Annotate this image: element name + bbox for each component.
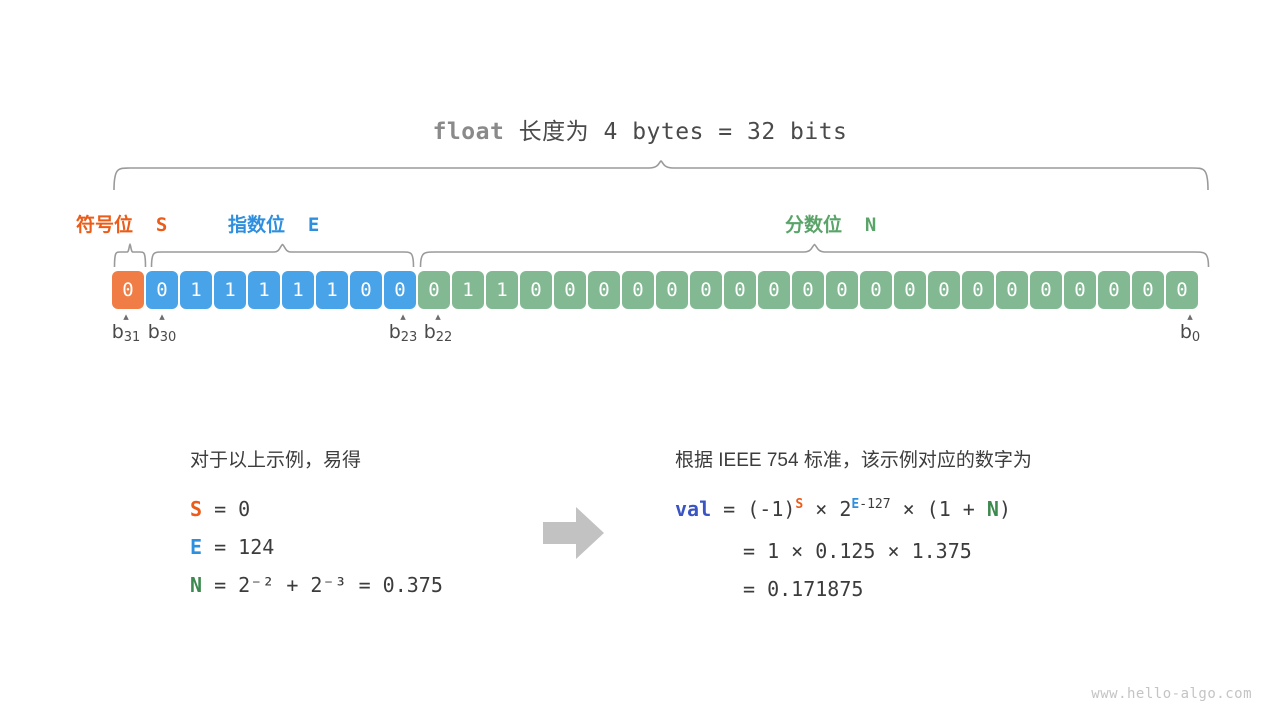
bit-cell-fraction-15: 0: [928, 271, 960, 309]
bit-index-b22-label: b22: [423, 321, 453, 345]
bit-cell-fraction-0: 0: [418, 271, 450, 309]
equation-step-2: = 0.171875: [743, 577, 864, 601]
bit-index-b23: ▴ b23: [377, 311, 429, 346]
section-label-fraction: 分数位 N: [785, 210, 876, 237]
section-label-exponent: 指数位 E: [228, 210, 319, 237]
section-symbol-s: S: [155, 214, 168, 236]
bit-cell-exponent-6: 0: [350, 271, 382, 309]
bit-cell-fraction-21: 0: [1132, 271, 1164, 309]
right-panel: 根据 IEEE 754 标准，该示例对应的数字为 val = (-1)S × 2…: [675, 448, 1195, 608]
section-label-fraction-text: 分数位: [785, 215, 843, 236]
left-panel: 对于以上示例，易得 S = 0 E = 124 N = 2⁻² + 2⁻³ = …: [190, 448, 520, 604]
bit-index-b0: ▴ b0: [1168, 311, 1212, 346]
bit-cell-fraction-10: 0: [758, 271, 790, 309]
section-symbol-e: E: [307, 214, 320, 236]
footer-watermark: www.hello-algo.com: [1091, 686, 1252, 702]
bit-index-b30-label: b30: [147, 321, 177, 345]
bit-cell-exponent-0: 0: [146, 271, 178, 309]
bit-cell-fraction-2: 1: [486, 271, 518, 309]
equation-val: val = (-1)S × 2E-127 × (1 + N): [675, 497, 1011, 521]
bit-index-b30: ▴ b30: [136, 311, 188, 346]
equation-e: E = 124: [190, 535, 275, 559]
page-title: float 长度为 4 bytes = 32 bits: [0, 112, 1280, 146]
bit-cell-fraction-7: 0: [656, 271, 688, 309]
bit-cell-sign-0: 0: [112, 271, 144, 309]
right-arrow-icon: [543, 507, 604, 559]
bit-index-b31: ▴ b31: [100, 311, 152, 346]
bit-cell-exponent-2: 1: [214, 271, 246, 309]
caret-icon: ▴: [435, 311, 441, 323]
bit-index-b23-label: b23: [388, 321, 418, 345]
brace-exponent: [150, 243, 415, 267]
section-label-exponent-text: 指数位: [228, 215, 286, 236]
caret-icon: ▴: [159, 311, 165, 323]
bit-cell-fraction-19: 0: [1064, 271, 1096, 309]
bit-cell-fraction-22: 0: [1166, 271, 1198, 309]
bit-cell-exponent-3: 1: [248, 271, 280, 309]
bit-cell-fraction-14: 0: [894, 271, 926, 309]
bit-cell-fraction-16: 0: [962, 271, 994, 309]
bit-cell-exponent-1: 1: [180, 271, 212, 309]
equation-s: S = 0: [190, 497, 251, 521]
bit-index-b0-label: b0: [1179, 321, 1201, 345]
bit-index-b31-label: b31: [111, 321, 141, 345]
brace-sign: [113, 243, 147, 267]
bit-cell-exponent-7: 0: [384, 271, 416, 309]
brace-fraction: [419, 243, 1210, 267]
left-panel-heading: 对于以上示例，易得: [190, 450, 362, 471]
bit-cell-fraction-8: 0: [690, 271, 722, 309]
bit-cell-fraction-17: 0: [996, 271, 1028, 309]
bit-cell-fraction-18: 0: [1030, 271, 1062, 309]
bit-cell-fraction-6: 0: [622, 271, 654, 309]
brace-32-bits: [112, 160, 1210, 190]
right-panel-heading: 根据 IEEE 754 标准，该示例对应的数字为: [675, 450, 1032, 471]
bit-cell-exponent-4: 1: [282, 271, 314, 309]
bit-cell-fraction-11: 0: [792, 271, 824, 309]
caret-icon: ▴: [400, 311, 406, 323]
bit-cell-fraction-13: 0: [860, 271, 892, 309]
section-symbol-n: N: [864, 214, 877, 236]
bit-cell-fraction-12: 0: [826, 271, 858, 309]
bit-cell-fraction-9: 0: [724, 271, 756, 309]
bit-cell-fraction-1: 1: [452, 271, 484, 309]
equation-step-1: = 1 × 0.125 × 1.375: [743, 539, 972, 563]
bit-cell-fraction-3: 0: [520, 271, 552, 309]
section-label-sign-text: 符号位: [76, 215, 134, 236]
section-label-sign: 符号位 S: [76, 210, 167, 237]
bit-cell-fraction-5: 0: [588, 271, 620, 309]
caret-icon: ▴: [1187, 311, 1193, 323]
caret-icon: ▴: [123, 311, 129, 323]
title-rest: 长度为 4 bytes = 32 bits: [504, 119, 848, 145]
bit-cell-fraction-20: 0: [1098, 271, 1130, 309]
title-keyword: float: [432, 119, 505, 145]
bit-index-b22: ▴ b22: [412, 311, 464, 346]
bit-cell-fraction-4: 0: [554, 271, 586, 309]
equation-n: N = 2⁻² + 2⁻³ = 0.375: [190, 573, 443, 597]
bit-cell-exponent-5: 1: [316, 271, 348, 309]
